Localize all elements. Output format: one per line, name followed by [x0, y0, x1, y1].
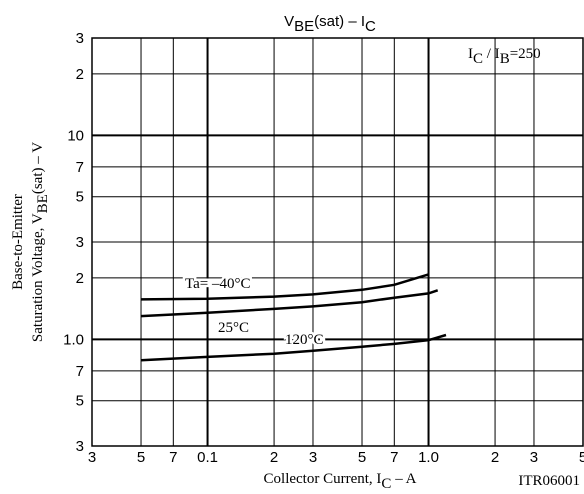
- x-axis-label: Collector Current, IC – A: [264, 471, 417, 492]
- condition-label-sub: C: [473, 51, 483, 67]
- y-tick-label: 2: [76, 270, 84, 287]
- y-tick-label: 3: [76, 30, 84, 47]
- x-tick-label: 1.0: [418, 449, 439, 466]
- x-tick-label: 3: [530, 449, 538, 466]
- series-line: [140, 333, 447, 362]
- series-line: [140, 273, 429, 301]
- x-tick-label: 0.1: [197, 449, 218, 466]
- series-label: 120°C: [285, 332, 324, 348]
- condition-label-sub: B: [500, 51, 510, 67]
- x-tick-label: 2: [270, 449, 278, 466]
- y-tick-label: 2: [76, 66, 84, 83]
- x-axis-label-sub: C: [381, 476, 391, 492]
- y-tick-label: 3: [76, 234, 84, 251]
- y-axis-label-part: (sat) – V: [30, 142, 46, 194]
- chart-title-sub: BE: [294, 18, 314, 35]
- x-tick-label: 3: [309, 449, 317, 466]
- series-label: Ta= –40°C: [185, 276, 251, 292]
- chart-title-part: (sat) – I: [314, 13, 365, 30]
- x-tick-label: 5: [579, 449, 584, 466]
- y-tick-label: 3: [76, 438, 84, 455]
- y-axis-label-sub: BE: [35, 194, 51, 213]
- condition-label-part: / I: [483, 46, 500, 62]
- y-axis-label-part: Saturation Voltage, V: [30, 213, 46, 342]
- x-tick-label: 7: [390, 449, 398, 466]
- y-tick-label: 5: [76, 393, 84, 410]
- y-tick-label: 5: [76, 189, 84, 206]
- chart-title-sub: C: [365, 18, 376, 35]
- x-tick-label: 2: [491, 449, 499, 466]
- x-tick-label: 7: [169, 449, 177, 466]
- y-tick-label: 1.0: [63, 331, 84, 348]
- series-label: 25°C: [218, 320, 249, 336]
- y-axis-label: Base-to-Emitter: [10, 194, 26, 290]
- y-tick-label: 10: [67, 127, 84, 144]
- x-tick-label: 5: [137, 449, 145, 466]
- x-axis-label-part: Collector Current, I: [264, 471, 382, 487]
- condition-label-part: I: [468, 46, 473, 62]
- condition-label: IC / IB=250: [468, 46, 541, 67]
- series-line: [140, 289, 439, 318]
- x-tick-label: 5: [358, 449, 366, 466]
- y-axis-label: Saturation Voltage, VBE(sat) – V: [30, 142, 51, 342]
- figure-code: ITR06001: [518, 473, 580, 489]
- chart-title: VBE(sat) – IC: [284, 13, 376, 35]
- y-tick-label: 7: [76, 363, 84, 380]
- chart-title-part: V: [284, 13, 294, 30]
- x-tick-label: 3: [88, 449, 96, 466]
- y-tick-label: 7: [76, 159, 84, 176]
- x-axis-label-part: – A: [391, 471, 416, 487]
- condition-label-part: =250: [510, 46, 541, 62]
